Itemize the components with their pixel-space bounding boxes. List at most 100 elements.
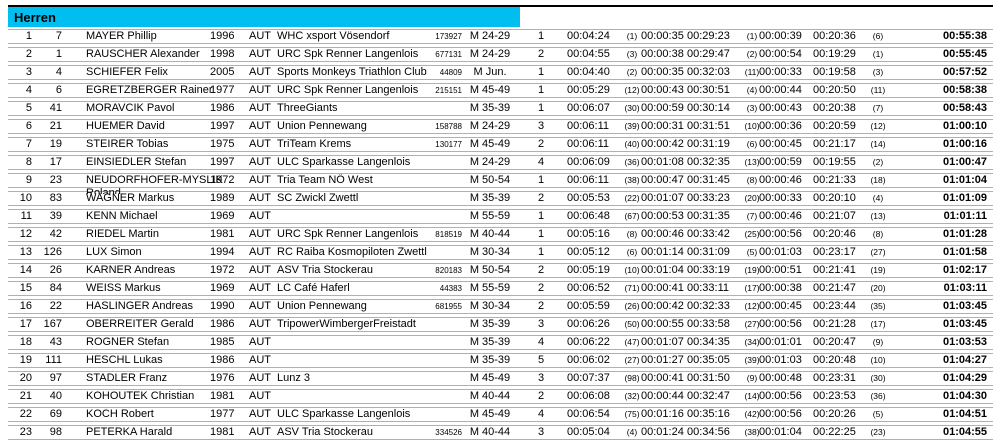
run-time: 00:20:38: [813, 102, 856, 114]
bib-number-cell: 39: [49, 210, 62, 222]
athlete-name-cell: HUEMER David: [86, 120, 165, 132]
category-rank-cell: 4: [537, 408, 545, 420]
nationality-cell: AUT: [249, 318, 271, 330]
athlete-name-cell: EINSIEDLER Stefan: [86, 156, 187, 168]
swim-time: 00:05:59: [567, 300, 610, 312]
category-rank-cell: 1: [537, 174, 545, 186]
bike-time: 00:32:03: [687, 66, 730, 78]
athlete-name-cell: KOHOUTEK Christian: [86, 390, 195, 402]
bike-time: 00:32:33: [687, 300, 730, 312]
run-time: 00:21:07: [813, 210, 856, 222]
run-time-cell: 00:21:47 (20): [810, 282, 886, 295]
transition2-time-cell: 00:00:33: [759, 192, 802, 204]
license-number-cell: [430, 192, 462, 205]
bike-rank: (11): [744, 67, 760, 77]
bike-time-cell: 00:31:45 (8): [684, 174, 757, 187]
total-time-cell: 01:04:27: [942, 354, 987, 366]
run-rank: (35): [870, 301, 886, 311]
run-time: 00:19:58: [813, 66, 856, 78]
license-number-cell: 681955: [435, 302, 462, 311]
bike-time-cell: 00:32:33 (12): [684, 300, 760, 313]
swim-time: 00:04:24: [567, 30, 610, 42]
bib-number-cell: 19: [49, 138, 62, 150]
bike-rank: (3): [746, 103, 758, 113]
swim-time-cell: 00:06:11 (39): [564, 120, 640, 133]
total-time-cell: 01:04:55: [942, 426, 987, 438]
bike-rank: (27): [744, 319, 760, 329]
transition2-time-cell: 00:00:51: [759, 264, 802, 276]
license-number-cell: 158788: [435, 122, 462, 131]
bike-time-cell: 00:34:56 (38): [684, 426, 760, 439]
age-category-cell: M 50-54: [469, 264, 511, 276]
bib-number-cell: 69: [49, 408, 62, 420]
result-row: 9 23 NEUDORFHOFER‑MYSLIK Roland 1972 AUT…: [8, 173, 993, 194]
category-rank-cell: 3: [537, 120, 545, 132]
spacer-cell: [62, 264, 86, 277]
swim-time-cell: 00:04:24 (1): [564, 30, 638, 43]
bike-rank: (8): [746, 175, 758, 185]
total-time-cell: 01:03:11: [943, 282, 987, 294]
bike-time: 00:32:35: [687, 156, 730, 168]
transition1-time-cell: 00:01:27: [641, 354, 684, 366]
run-time: 00:19:29: [813, 48, 856, 60]
result-row: 6 21 HUEMER David 1997 AUT Union Pennewa…: [8, 119, 993, 134]
transition2-time-cell: 00:01:01: [759, 336, 802, 348]
transition2-time-cell: 00:00:46: [759, 210, 802, 222]
bike-rank: (10): [744, 121, 760, 131]
bib-number-cell: 21: [49, 120, 62, 132]
swim-rank: (40): [624, 139, 640, 149]
bib-number-cell: 23: [49, 174, 62, 186]
bike-time-cell: 00:35:16 (42): [684, 408, 760, 421]
age-category-cell: M 35-39: [469, 354, 511, 366]
nationality-cell: AUT: [249, 354, 271, 366]
age-category-cell: M Jun.: [473, 66, 507, 78]
overall-rank-cell: 18: [19, 336, 32, 348]
total-time-cell: 01:00:47: [942, 156, 987, 168]
swim-rank: (67): [624, 211, 640, 221]
run-rank: (9): [872, 337, 884, 347]
spacer-cell: [62, 192, 86, 205]
result-row: 1 7 MAYER Phillip 1996 AUT WHC xsport Vö…: [8, 29, 993, 44]
athlete-name-cell: KENN Michael: [86, 210, 158, 222]
birth-year-cell: 1977: [210, 408, 235, 420]
transition1-time-cell: 00:00:35: [641, 30, 684, 42]
age-category-cell: M 55-59: [469, 282, 511, 294]
transition1-time-cell: 00:01:14: [641, 246, 684, 258]
overall-rank-cell: 3: [25, 66, 32, 78]
club-cell: URC Spk Renner Langenlois: [277, 48, 419, 60]
overall-rank-cell: 9: [25, 174, 32, 186]
nationality-cell: AUT: [249, 282, 271, 294]
birth-year-cell: 1976: [210, 372, 235, 384]
total-time-cell: 01:03:45: [942, 300, 987, 312]
total-time-cell: 01:01:11: [943, 210, 987, 222]
run-time: 00:20:48: [813, 354, 856, 366]
swim-time-cell: 00:05:29 (12): [564, 84, 640, 97]
run-rank: (11): [870, 85, 886, 95]
overall-rank-cell: 16: [19, 300, 32, 312]
bike-rank: (38): [744, 427, 760, 437]
athlete-name-cell: NEUDORFHOFER‑MYSLIK Roland: [86, 174, 223, 194]
age-category-cell: M 35-39: [469, 102, 511, 114]
bike-time: 00:30:51: [687, 84, 730, 96]
run-rank: (10): [870, 355, 886, 365]
swim-rank: (4): [626, 427, 638, 437]
license-number-cell: 820183: [435, 266, 462, 275]
bike-time-cell: 00:35:05 (39): [684, 354, 760, 367]
overall-rank-cell: 1: [25, 30, 32, 42]
category-rank-cell: 1: [537, 246, 545, 258]
run-rank: (6): [872, 31, 884, 41]
run-time: 00:19:55: [813, 156, 856, 168]
transition2-time-cell: 00:00:56: [759, 318, 802, 330]
age-category-cell: M 40-44: [469, 228, 511, 240]
run-time-cell: 00:19:29 (1): [810, 48, 884, 61]
birth-year-cell: 1972: [210, 264, 235, 276]
bike-time-cell: 00:32:03 (11): [684, 66, 759, 79]
bike-time-cell: 00:33:23 (20): [684, 192, 760, 205]
category-rank-cell: 2: [537, 300, 545, 312]
transition1-time-cell: 00:00:53: [641, 210, 684, 222]
bike-time-cell: 00:29:23 (1): [684, 30, 757, 43]
result-row: 10 83 WAGNER Markus 1989 AUT SC Zwickl Z…: [8, 191, 993, 206]
age-category-cell: M 45-49: [469, 408, 511, 420]
swim-rank: (47): [624, 337, 640, 347]
spacer-cell: [62, 84, 86, 97]
